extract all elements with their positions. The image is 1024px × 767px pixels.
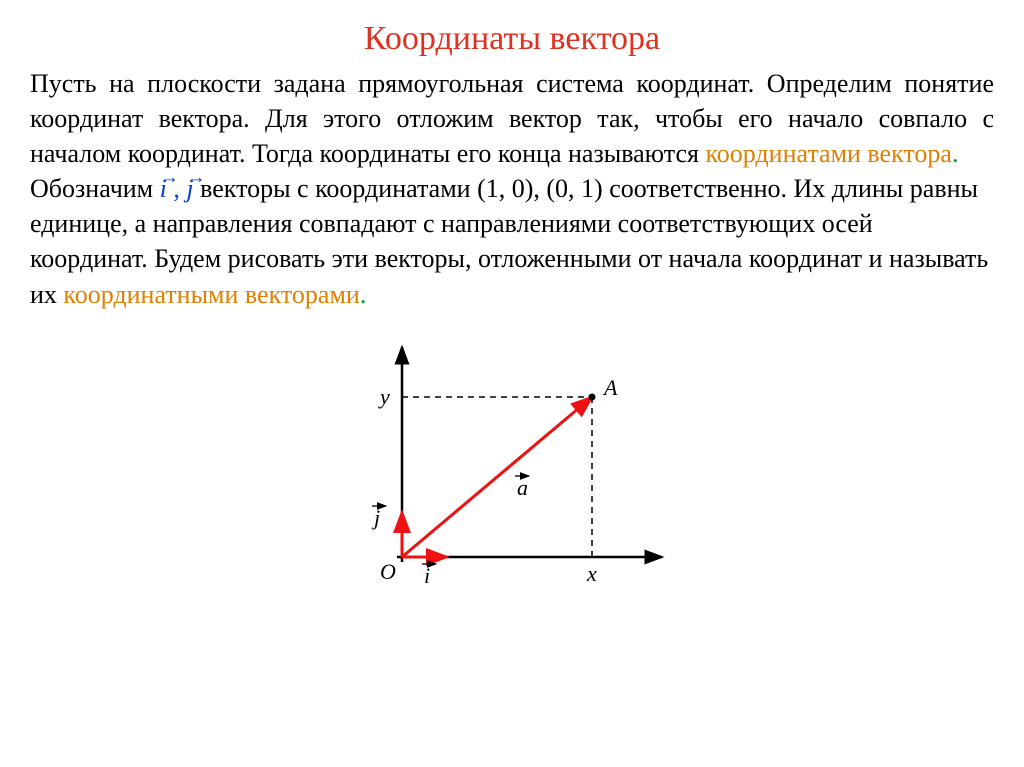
- paragraph-1: Пусть на плоскости задана прямоугольная …: [30, 66, 994, 171]
- svg-text:y: y: [378, 384, 390, 409]
- p2-a: Обозначим: [30, 174, 160, 203]
- svg-text:x: x: [586, 561, 597, 586]
- p2-highlight: координатными векторами: [63, 280, 359, 309]
- paragraph-2: Обозначим →i , →j векторы с координатами…: [30, 171, 994, 311]
- svg-text:i: i: [424, 563, 430, 588]
- svg-text:j: j: [371, 505, 380, 530]
- p2-dot: .: [360, 280, 367, 309]
- vector-j-inline: →j: [186, 174, 193, 203]
- svg-text:O: O: [380, 559, 396, 584]
- coordinate-diagram: Ay x Oa i j: [342, 327, 682, 617]
- page-title: Координаты вектора: [30, 20, 994, 58]
- svg-text:A: A: [602, 375, 618, 400]
- p1-dot: .: [952, 139, 959, 168]
- svg-text:a: a: [517, 475, 528, 500]
- p1-highlight: координатами вектора: [705, 139, 952, 168]
- diagram-container: Ay x Oa i j: [30, 327, 994, 622]
- vector-i-inline: →i: [160, 174, 167, 203]
